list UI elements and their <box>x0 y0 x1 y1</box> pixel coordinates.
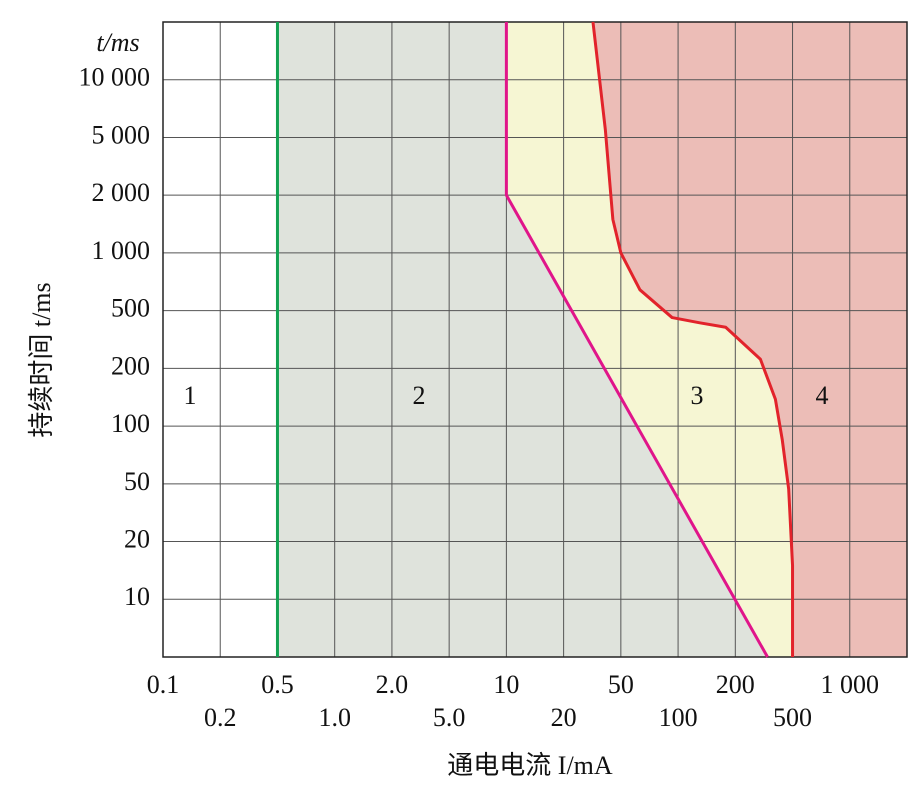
x-tick-label: 100 <box>659 703 698 732</box>
y-unit: t/ms <box>96 28 139 57</box>
plot-border <box>162 21 908 658</box>
zone-boundary <box>504 22 769 658</box>
zone-label: 2 <box>413 381 426 410</box>
x-tick-label: 200 <box>716 670 755 699</box>
y-tick-label: 50 <box>124 467 150 496</box>
x-tick-label: 20 <box>551 703 577 732</box>
x-tick-label: 500 <box>773 703 812 732</box>
zone-label: 3 <box>691 381 704 410</box>
x-axis-title: 通电电流 I/mA <box>447 751 613 780</box>
zone-label: 4 <box>816 381 829 410</box>
y-tick-label: 500 <box>111 294 150 323</box>
y-tick-label: 5 000 <box>92 120 151 149</box>
x-tick-label: 1.0 <box>318 703 351 732</box>
x-tick-label: 0.5 <box>261 670 294 699</box>
zone-fill <box>592 22 907 657</box>
y-axis-title: 持续时间 t/ms <box>27 282 56 437</box>
x-tick-label: 0.1 <box>147 670 180 699</box>
x-tick-label: 50 <box>608 670 634 699</box>
plot-area <box>162 21 908 658</box>
y-tick-label: 10 <box>124 582 150 611</box>
x-tick-label: 5.0 <box>433 703 466 732</box>
zone-label: 1 <box>184 381 197 410</box>
x-tick-label: 2.0 <box>376 670 409 699</box>
y-tick-label: 100 <box>111 409 150 438</box>
x-tick-label: 10 <box>493 670 519 699</box>
x-tick-label: 1 000 <box>821 670 880 699</box>
y-tick-label: 1 000 <box>92 236 151 265</box>
y-tick-label: 2 000 <box>92 178 151 207</box>
zone-boundary <box>591 21 795 657</box>
y-tick-label: 200 <box>111 351 150 380</box>
x-tick-label: 0.2 <box>204 703 237 732</box>
y-tick-label: 10 000 <box>79 63 151 92</box>
y-tick-label: 20 <box>124 525 150 554</box>
